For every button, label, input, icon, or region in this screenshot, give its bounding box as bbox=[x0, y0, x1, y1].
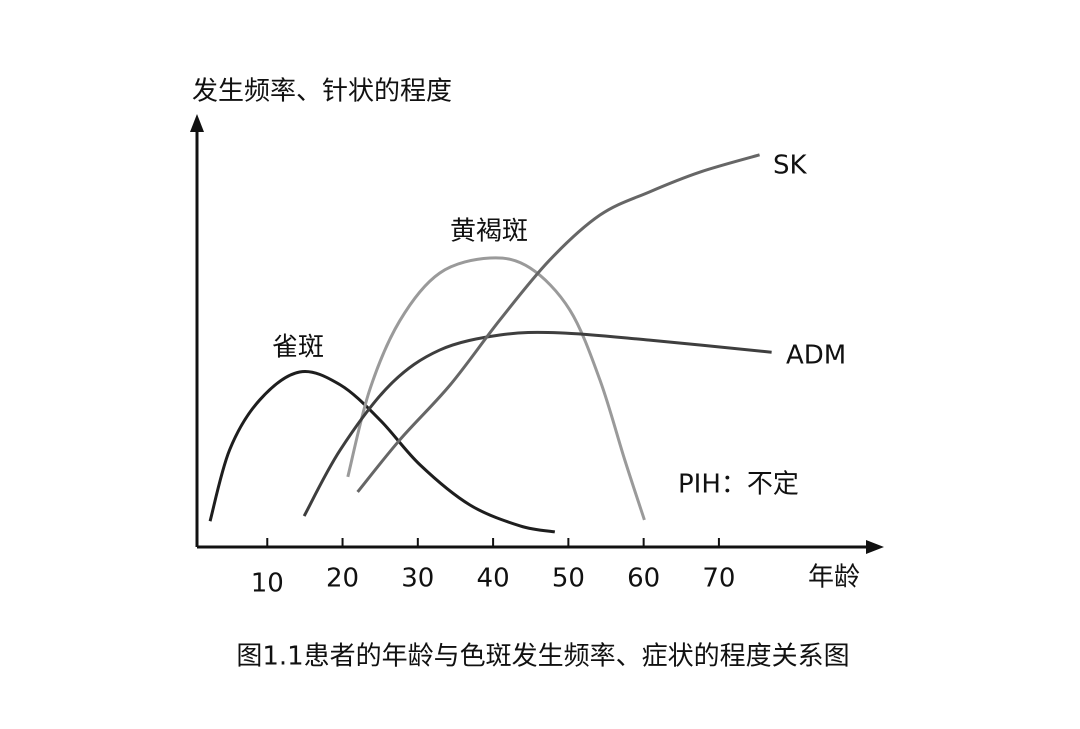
x-axis-arrow bbox=[866, 540, 884, 554]
x-tick-label: 20 bbox=[326, 564, 359, 594]
x-axis-label: 年龄 bbox=[808, 563, 860, 593]
series-label: 黄褐斑 bbox=[450, 217, 528, 247]
series-label: 雀斑 bbox=[272, 333, 324, 363]
series-label: SK bbox=[773, 151, 808, 181]
y-axis-label: 发生频率、针状的程度 bbox=[192, 77, 452, 107]
annotation: PIH：不定 bbox=[678, 470, 799, 500]
x-tick-label: 40 bbox=[477, 564, 510, 594]
series-label: ADM bbox=[786, 341, 846, 371]
line bbox=[208, 369, 556, 534]
line bbox=[302, 330, 772, 517]
x-tick-label: 60 bbox=[627, 564, 660, 594]
line bbox=[346, 256, 646, 521]
x-tick-label: 50 bbox=[552, 564, 585, 594]
chart-title: 图1.1患者的年龄与色斑发生频率、症状的程度关系图 bbox=[236, 642, 849, 672]
x-tick-label: 10 bbox=[251, 569, 284, 599]
y-axis-arrow bbox=[190, 114, 204, 132]
x-tick-label: 70 bbox=[702, 564, 735, 594]
line bbox=[356, 153, 760, 493]
x-tick-label: 30 bbox=[401, 564, 434, 594]
